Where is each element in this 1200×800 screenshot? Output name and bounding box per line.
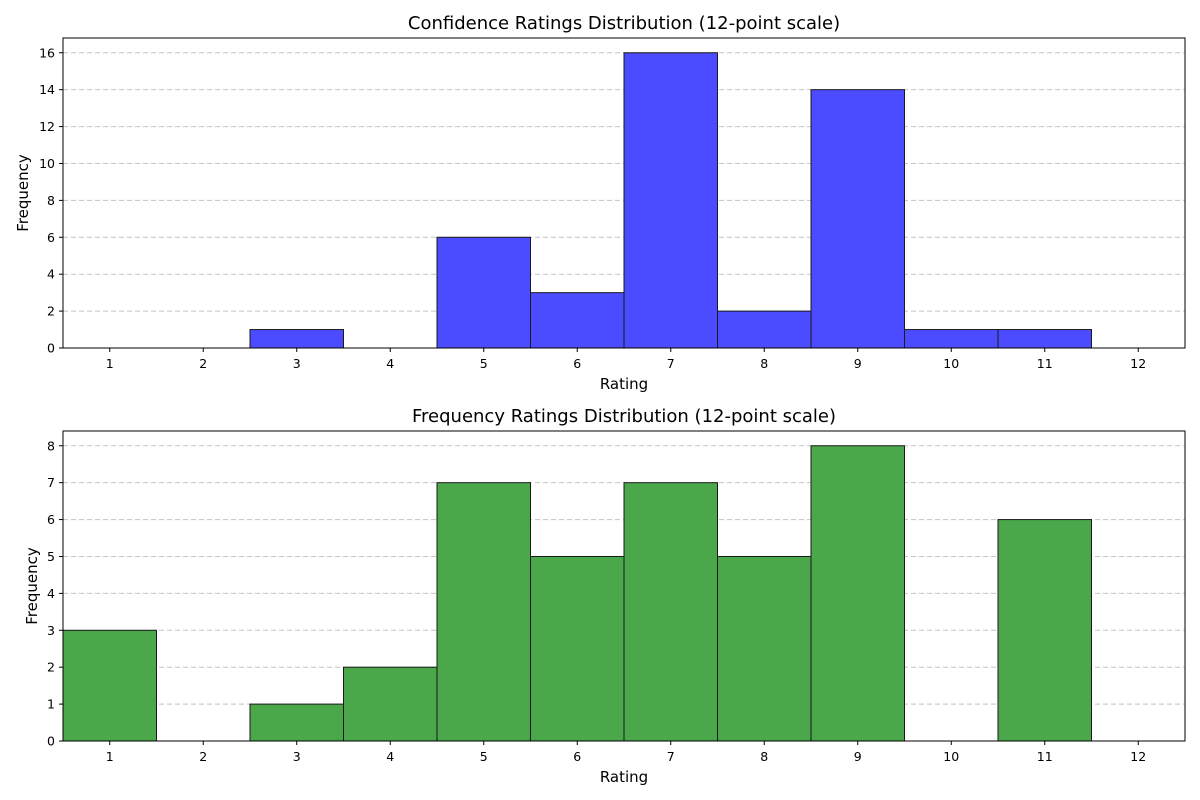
chart-title: Confidence Ratings Distribution (12-poin…: [408, 13, 840, 34]
bar-rating-4: [343, 666, 438, 742]
y-tick-label: 0: [47, 341, 55, 356]
y-tick-label: 1: [47, 697, 55, 712]
y-tick-label: 8: [47, 193, 55, 208]
x-tick-label: 3: [293, 356, 301, 371]
x-tick-label: 12: [1130, 749, 1146, 764]
x-tick-label: 6: [573, 356, 581, 371]
y-tick-label: 10: [39, 156, 55, 171]
y-tick-label: 5: [47, 549, 55, 564]
x-tick-label: 10: [943, 356, 959, 371]
y-tick-label: 4: [47, 267, 55, 282]
bar-rating-8: [717, 555, 812, 742]
y-tick-label: 8: [47, 438, 55, 453]
y-tick-label: 4: [47, 586, 55, 601]
x-axis-label: Rating: [600, 375, 648, 393]
bar-rating-6: [530, 555, 625, 742]
y-tick-label: 12: [39, 119, 55, 134]
x-tick-label: 2: [199, 749, 207, 764]
x-tick-label: 1: [106, 356, 114, 371]
bar-rating-7: [623, 52, 718, 349]
bar-rating-6: [530, 292, 625, 349]
x-tick-label: 11: [1037, 356, 1053, 371]
x-axis-label: Rating: [600, 768, 648, 786]
bar-rating-1: [62, 629, 157, 742]
x-tick-label: 11: [1037, 749, 1053, 764]
plot-frame: [62, 37, 1186, 349]
y-axis-label: Frequency: [14, 154, 32, 232]
x-tick-label: 6: [573, 749, 581, 764]
x-tick-label: 5: [480, 356, 488, 371]
bar-rating-5: [436, 236, 531, 349]
chart-title: Frequency Ratings Distribution (12-point…: [412, 406, 836, 427]
x-tick-label: 12: [1130, 356, 1146, 371]
y-tick-label: 16: [39, 45, 55, 60]
x-tick-label: 7: [667, 749, 675, 764]
y-tick-label: 0: [47, 734, 55, 749]
x-tick-label: 9: [854, 356, 862, 371]
y-tick-label: 7: [47, 475, 55, 490]
y-tick-label: 3: [47, 623, 55, 638]
y-tick-label: 14: [39, 82, 55, 97]
y-tick-label: 2: [47, 304, 55, 319]
x-tick-label: 9: [854, 749, 862, 764]
bar-rating-8: [717, 310, 812, 349]
bar-rating-11: [997, 329, 1092, 349]
y-axis-label: Frequency: [23, 547, 41, 625]
bar-rating-9: [810, 445, 905, 742]
x-tick-label: 7: [667, 356, 675, 371]
bar-rating-9: [810, 89, 905, 349]
bar-rating-10: [904, 329, 999, 349]
x-tick-label: 10: [943, 749, 959, 764]
x-tick-label: 5: [480, 749, 488, 764]
bar-rating-11: [997, 519, 1092, 742]
bar-rating-3: [249, 329, 344, 349]
x-tick-label: 4: [386, 356, 394, 371]
bar-rating-3: [249, 703, 344, 742]
bar-rating-7: [623, 482, 718, 742]
x-tick-label: 8: [760, 356, 768, 371]
y-tick-label: 2: [47, 660, 55, 675]
y-tick-label: 6: [47, 512, 55, 527]
x-tick-label: 1: [106, 749, 114, 764]
x-tick-label: 3: [293, 749, 301, 764]
x-tick-label: 4: [386, 749, 394, 764]
bar-rating-5: [436, 482, 531, 742]
x-tick-label: 2: [199, 356, 207, 371]
plot-frame: [62, 430, 1186, 742]
y-tick-label: 6: [47, 230, 55, 245]
x-tick-label: 8: [760, 749, 768, 764]
